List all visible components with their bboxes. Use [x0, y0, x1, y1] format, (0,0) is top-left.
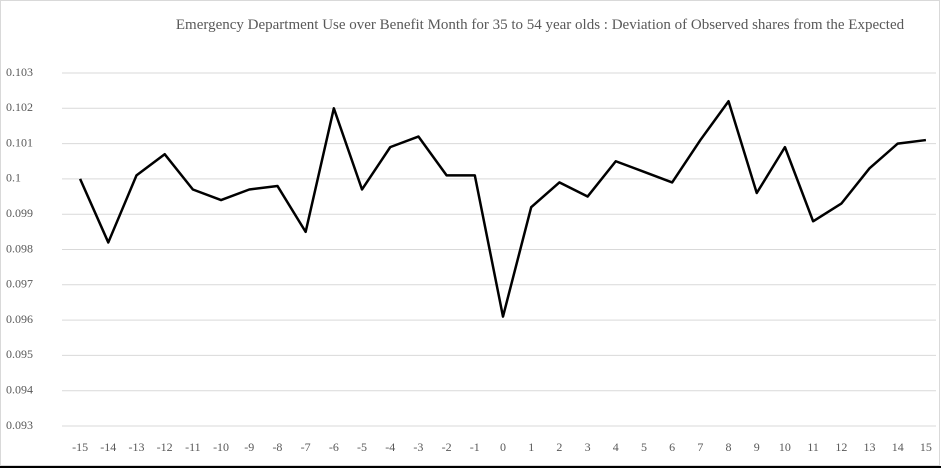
- x-tick-label: -1: [470, 440, 480, 454]
- x-tick-label: -2: [442, 440, 452, 454]
- x-tick-label: 11: [807, 440, 819, 454]
- x-tick-label: 3: [585, 440, 591, 454]
- x-tick-label: 9: [754, 440, 760, 454]
- x-tick-label: 15: [920, 440, 932, 454]
- x-tick-label: 6: [669, 440, 675, 454]
- y-tick-label: 0.095: [6, 347, 33, 361]
- x-tick-label: -13: [128, 440, 144, 454]
- x-tick-label: 0: [500, 440, 506, 454]
- x-tick-label: -5: [357, 440, 367, 454]
- x-tick-label: -8: [272, 440, 282, 454]
- x-tick-label: 5: [641, 440, 647, 454]
- x-tick-label: -4: [385, 440, 395, 454]
- y-tick-label: 0.094: [6, 382, 33, 396]
- y-tick-label: 0.099: [6, 206, 33, 220]
- x-tick-label: -12: [157, 440, 173, 454]
- x-tick-label: -10: [213, 440, 229, 454]
- x-tick-label: -11: [185, 440, 201, 454]
- x-tick-label: -6: [329, 440, 339, 454]
- x-tick-label: 7: [697, 440, 703, 454]
- chart-title: Emergency Department Use over Benefit Mo…: [175, 17, 905, 33]
- x-tick-label: 8: [726, 440, 732, 454]
- x-tick-label: 2: [556, 440, 562, 454]
- y-tick-label: 0.103: [6, 65, 33, 79]
- y-tick-label: 0.097: [6, 277, 33, 291]
- x-tick-label: 12: [835, 440, 847, 454]
- x-tick-label: 4: [613, 440, 619, 454]
- x-tick-label: -15: [72, 440, 88, 454]
- y-tick-label: 0.093: [6, 418, 33, 432]
- x-tick-label: 1: [528, 440, 534, 454]
- y-tick-label: 0.102: [6, 100, 33, 114]
- x-tick-label: 13: [864, 440, 876, 454]
- line-series: [78, 99, 927, 318]
- x-tick-label: -14: [100, 440, 116, 454]
- x-tick-label: -7: [301, 440, 311, 454]
- x-tick-label: -9: [244, 440, 254, 454]
- x-tick-label: 10: [779, 440, 791, 454]
- y-tick-label: 0.1: [6, 171, 21, 185]
- y-tick-label: 0.096: [6, 312, 33, 326]
- x-tick-label: 14: [892, 440, 904, 454]
- x-tick-label: -3: [413, 440, 423, 454]
- y-tick-label: 0.098: [6, 241, 33, 255]
- y-tick-label: 0.101: [6, 135, 33, 149]
